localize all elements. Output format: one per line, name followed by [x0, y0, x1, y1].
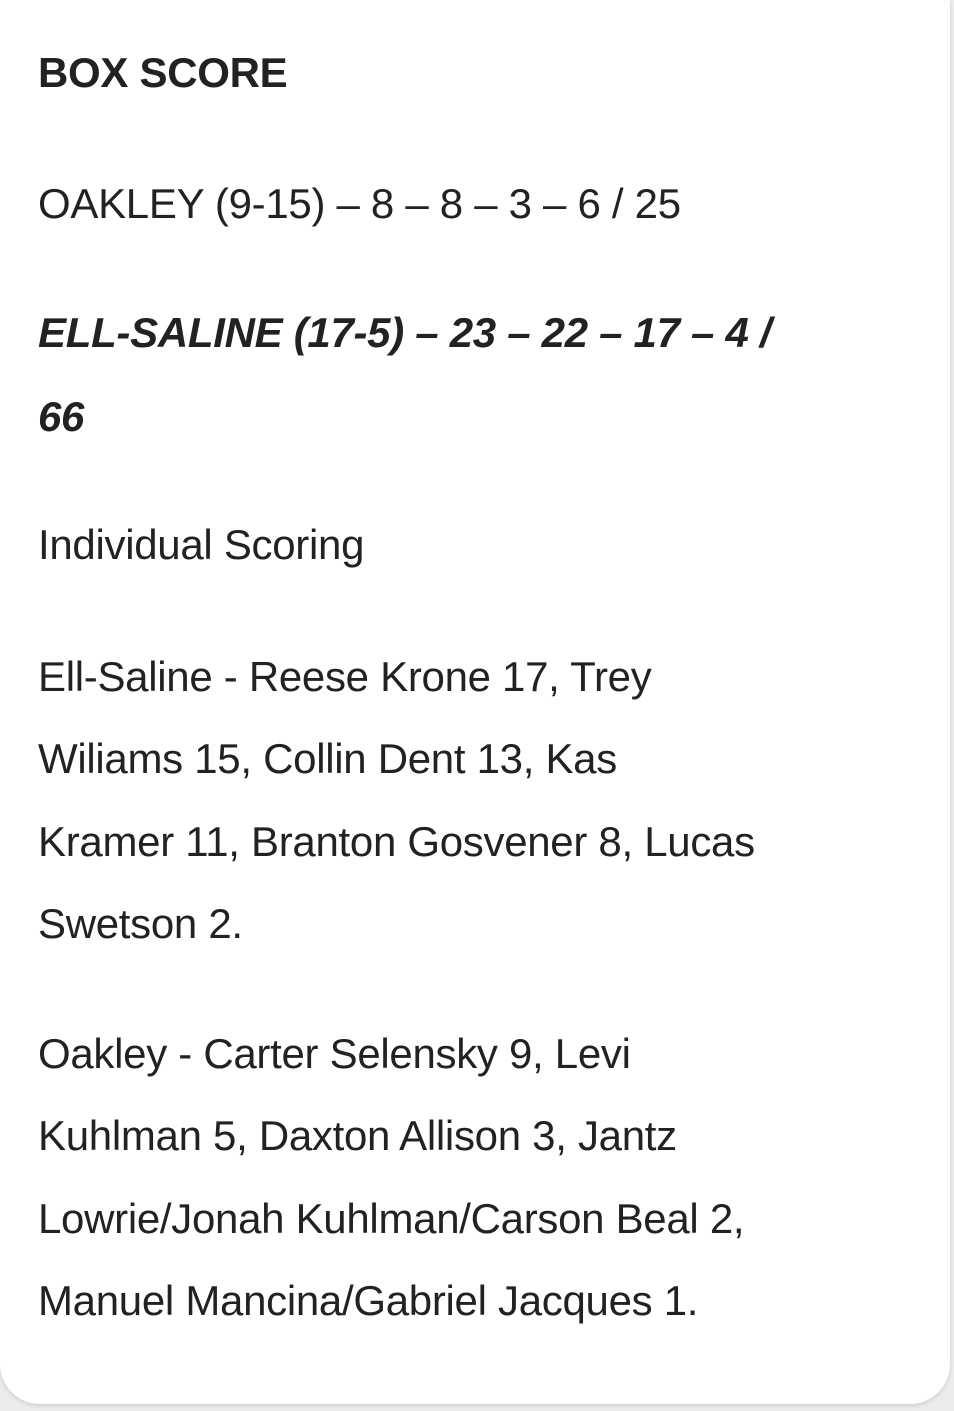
box-score-heading: BOX SCORE — [38, 49, 288, 96]
ellsaline-score-line: ELL-SALINE (17-5) – 23 – 22 – 17 – 4 / — [38, 309, 772, 356]
oakley-scoring-line: Oakley - Carter Selensky 9, Levi — [38, 1030, 631, 1077]
ellsaline-scoring-line: Wiliams 15, Collin Dent 13, Kas — [38, 735, 617, 782]
ellsaline-scoring-line: Ell-Saline - Reese Krone 17, Trey — [38, 653, 652, 700]
oakley-score-line: OAKLEY (9-15) – 8 – 8 – 3 – 6 / 25 — [38, 180, 681, 227]
oakley-scoring-line: Lowrie/Jonah Kuhlman/Carson Beal 2, — [38, 1195, 745, 1242]
ellsaline-scoring-line: Kramer 11, Branton Gosvener 8, Lucas — [38, 818, 755, 865]
oakley-scoring-line: Manuel Mancina/Gabriel Jacques 1. — [38, 1277, 699, 1324]
oakley-scoring-line: Kuhlman 5, Daxton Allison 3, Jantz — [38, 1112, 677, 1159]
ellsaline-score-total: 66 — [38, 393, 85, 440]
ellsaline-scoring-line: Swetson 2. — [38, 900, 243, 947]
individual-scoring-heading: Individual Scoring — [38, 521, 365, 568]
